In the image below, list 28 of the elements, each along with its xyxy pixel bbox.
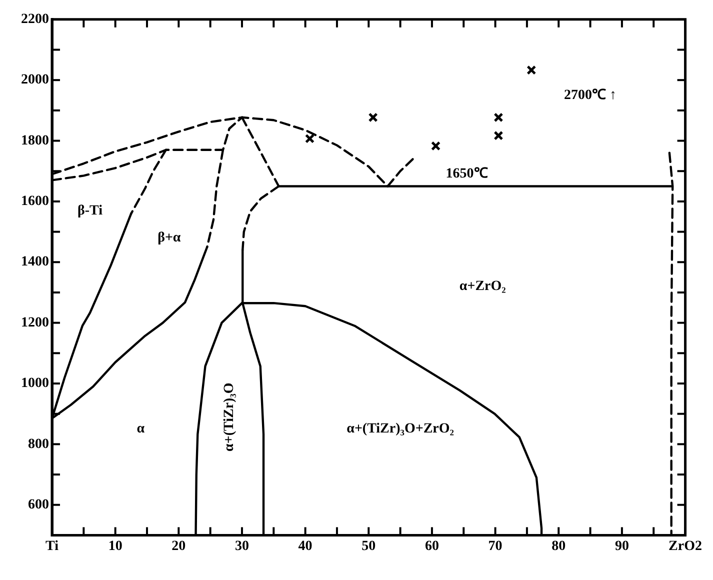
x-tick-label: 40 xyxy=(298,539,312,554)
x-tick-label: 60 xyxy=(424,539,439,554)
annotation: 2700℃ ↑ xyxy=(564,88,617,103)
y-tick-label: 1000 xyxy=(21,376,49,392)
x-tick-label: 20 xyxy=(172,539,186,554)
x-tick-label: Ti xyxy=(46,539,59,554)
annotation: α xyxy=(136,422,145,437)
annotation: β+α xyxy=(158,230,181,246)
y-tick-label: 2200 xyxy=(21,12,49,28)
annotation: 1650℃ xyxy=(446,166,488,182)
x-tick-label: ZrO2 xyxy=(668,539,702,554)
annotation: α+(TiZr)₃O+ZrO₂ xyxy=(346,422,454,437)
annotation: α+(TiZr)₃O xyxy=(222,382,237,452)
y-tick-label: 600 xyxy=(28,497,49,512)
annotation: α+ZrO₂ xyxy=(459,279,506,294)
x-tick-label: 90 xyxy=(614,539,629,554)
y-tick-label: 1600 xyxy=(21,194,49,210)
y-tick-label: 800 xyxy=(28,436,49,452)
y-tick-label: 1400 xyxy=(21,254,49,270)
y-tick-label: 1800 xyxy=(21,133,49,148)
y-tick-label: 2000 xyxy=(21,72,49,88)
annotation: β-Ti xyxy=(77,203,103,218)
x-tick-label: 30 xyxy=(234,539,249,554)
x-tick-label: 80 xyxy=(552,539,566,554)
x-tick-label: 70 xyxy=(488,539,502,554)
y-tick-label: 1200 xyxy=(21,315,49,330)
x-tick-label: 50 xyxy=(362,539,376,554)
x-tick-label: 10 xyxy=(108,539,122,554)
